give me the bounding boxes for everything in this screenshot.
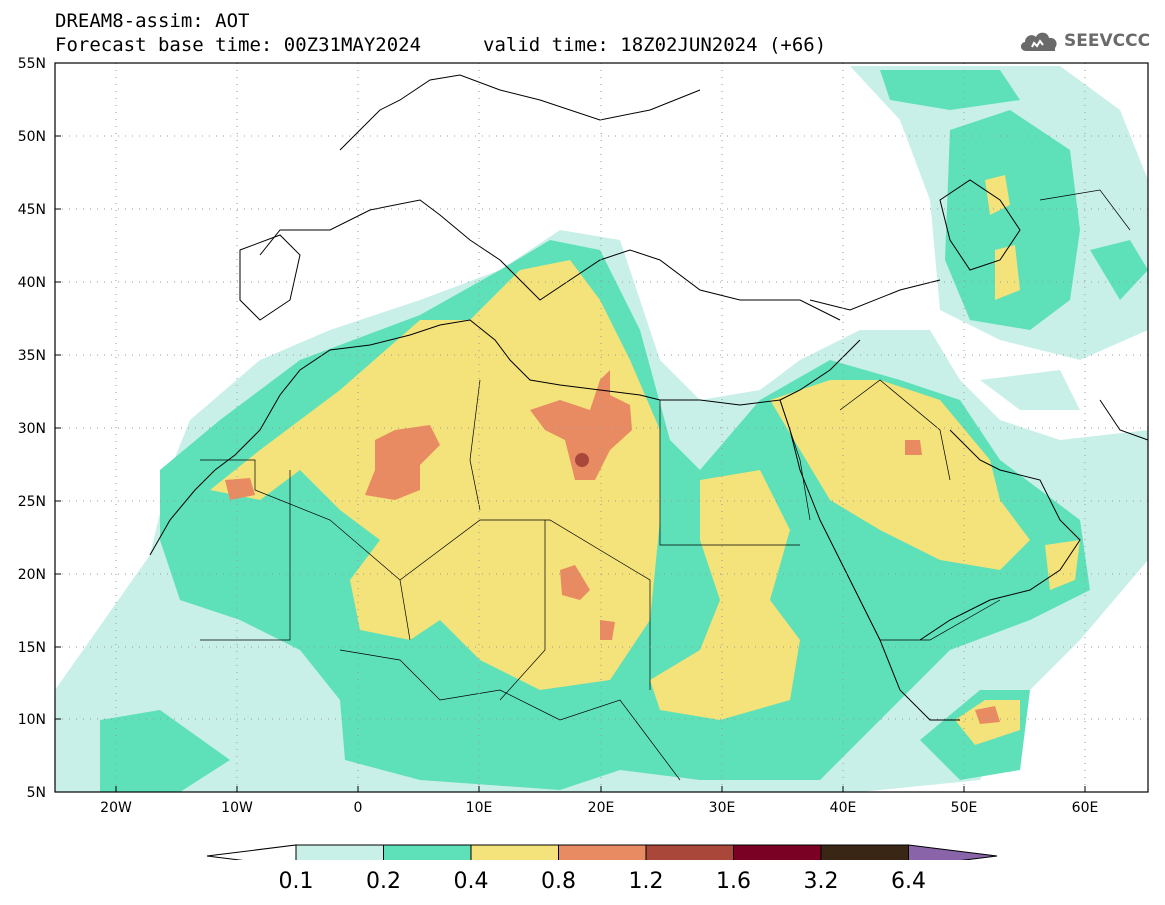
lat-label: 5N — [27, 785, 46, 801]
lon-label: 40E — [830, 800, 857, 816]
seevccc-logo: SEEVCCC — [1018, 26, 1150, 56]
map-title: DREAM8-assim: AOT — [55, 10, 250, 32]
colorbar-label: 0.4 — [453, 869, 489, 894]
colorbar-label: 0.8 — [541, 869, 576, 894]
colorbar-label: 3.2 — [803, 869, 839, 894]
lat-label: 50N — [18, 129, 46, 145]
cloud-icon — [1020, 32, 1057, 51]
valid-time: valid time: 18Z02JUN2024 (+66) — [483, 34, 827, 56]
lon-label: 20E — [588, 800, 615, 816]
lon-label: 50E — [951, 800, 978, 816]
lat-label: 55N — [18, 56, 46, 72]
lat-label: 35N — [18, 348, 46, 364]
aot-level-3-area — [210, 175, 1080, 745]
colorbar-swatch — [820, 844, 909, 860]
colorbar-low-arrow — [206, 844, 297, 860]
lat-label: 25N — [18, 494, 46, 510]
coastlines — [149, 74, 1148, 721]
colorbar-swatch — [645, 844, 734, 860]
colorbar — [206, 844, 998, 860]
lat-label: 40N — [18, 275, 46, 291]
aot-level-4-area — [225, 370, 1000, 724]
colorbar-swatch — [470, 844, 559, 860]
lat-label: 10N — [18, 712, 46, 728]
lon-label: 10W — [221, 800, 253, 816]
lat-label: 15N — [18, 640, 46, 656]
forecast-base-time: Forecast base time: 00Z31MAY2024 — [55, 34, 422, 56]
lat-label: 30N — [18, 421, 46, 437]
colorbar-label: 0.1 — [278, 869, 314, 894]
axis-ticks — [55, 62, 1086, 793]
logo-text: SEEVCCC — [1064, 31, 1151, 51]
longitude-labels: 20W 10W 0 10E 20E 30E 40E 50E 60E — [100, 800, 1098, 816]
colorbar-swatch — [295, 844, 384, 860]
grid-lines — [55, 63, 1148, 792]
colorbar-swatch — [383, 844, 472, 860]
lon-label: 10E — [466, 800, 493, 816]
colorbar-swatch — [558, 844, 647, 860]
colorbar-swatch — [733, 844, 822, 860]
colorbar-label: 1.2 — [628, 869, 664, 894]
lon-label: 0 — [354, 800, 363, 816]
country-borders — [200, 189, 1131, 781]
colorbar-label: 6.4 — [891, 869, 926, 894]
aot-shading — [55, 66, 1148, 792]
aot-level-5-area — [575, 453, 589, 467]
lat-label: 20N — [18, 567, 46, 583]
colorbar-high-arrow — [908, 844, 998, 860]
lon-label: 60E — [1072, 800, 1099, 816]
lon-label: 30E — [709, 800, 736, 816]
lon-label: 20W — [100, 800, 132, 816]
aot-map: 55N 50N 45N 40N 35N 30N 25N 20N 15N 10N … — [18, 56, 1149, 860]
colorbar-label: 1.6 — [716, 869, 751, 894]
lat-label: 45N — [18, 202, 46, 218]
colorbar-label: 0.2 — [366, 869, 401, 894]
latitude-labels: 55N 50N 45N 40N 35N 30N 25N 20N 15N 10N … — [18, 56, 46, 801]
